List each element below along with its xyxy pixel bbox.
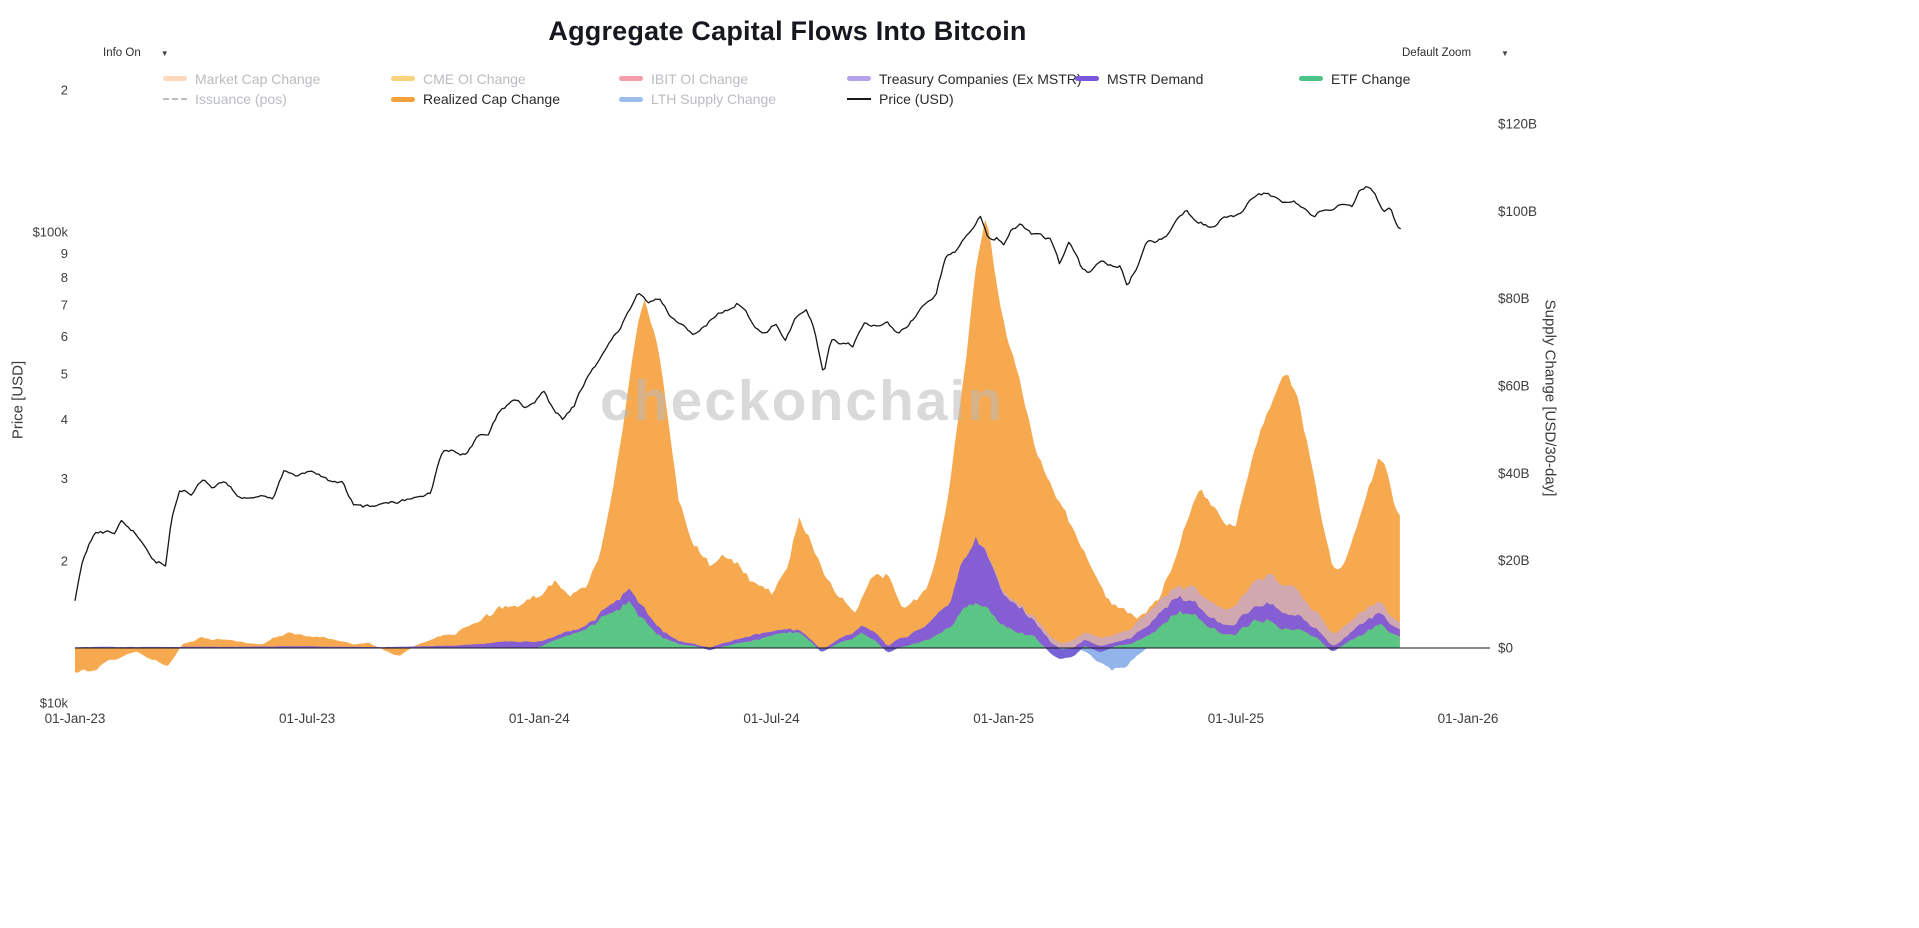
right-axis-tick: $60B [1498, 378, 1530, 393]
legend-swatch-icon [847, 76, 871, 81]
legend-item-market-cap-change[interactable]: Market Cap Change [163, 70, 320, 87]
legend-item-cme-oi-change[interactable]: CME OI Change [391, 70, 526, 87]
chevron-down-icon: ▼ [160, 48, 169, 58]
legend-label: Realized Cap Change [423, 91, 560, 107]
legend-item-mstr-demand[interactable]: MSTR Demand [1075, 70, 1203, 87]
right-axis-tick: $100B [1498, 204, 1537, 219]
chevron-down-icon: ▼ [1501, 48, 1509, 58]
legend-item-price-usd[interactable]: Price (USD) [847, 91, 954, 108]
left-axis-tick: 8 [61, 270, 68, 285]
x-axis-tick: 01-Jan-26 [1438, 711, 1499, 726]
left-axis-tick: 5 [61, 366, 68, 381]
legend-label: CME OI Change [423, 70, 526, 87]
right-axis-tick: $120B [1498, 116, 1537, 131]
info-toggle-dropdown[interactable]: Info On ▼ [103, 47, 169, 59]
zoom-preset-dropdown[interactable]: Default Zoom ▼ [1402, 47, 1509, 59]
legend-item-ibit-oi-change[interactable]: IBIT OI Change [619, 70, 748, 87]
zoom-preset-label: Default Zoom [1402, 47, 1472, 59]
right-axis-tick: $0 [1498, 641, 1513, 656]
right-axis-tick: $80B [1498, 291, 1530, 306]
left-axis-tick: $100k [33, 225, 69, 240]
legend-swatch-icon [619, 96, 643, 102]
chart-title: Aggregate Capital Flows Into Bitcoin [548, 16, 1027, 46]
right-axis-tick: $20B [1498, 553, 1530, 568]
x-axis-tick: 01-Jan-23 [45, 711, 106, 726]
legend-label: Price (USD) [879, 91, 954, 107]
left-axis-tick: 9 [61, 246, 68, 261]
left-axis-tick: $10k [40, 696, 69, 711]
left-axis-tick: 2 [61, 83, 68, 98]
legend-item-lth-supply-change[interactable]: LTH Supply Change [619, 91, 776, 108]
legend-item-realized-cap-change[interactable]: Realized Cap Change [391, 91, 560, 108]
legend-label: LTH Supply Change [651, 91, 777, 107]
legend-swatch-icon [391, 76, 415, 81]
realized-cap-change-area [75, 219, 1400, 673]
legend-swatch-icon [1075, 76, 1099, 81]
x-axis-tick: 01-Jul-23 [279, 711, 335, 726]
x-axis-tick: 01-Jan-25 [973, 711, 1034, 726]
left-axis-tick: 4 [61, 412, 68, 427]
legend-swatch-icon [1299, 76, 1323, 81]
lth-supply-change-area [75, 648, 1400, 671]
left-axis-tick: 3 [61, 471, 68, 486]
legend-swatch-icon [391, 96, 415, 102]
legend-label: Market Cap Change [195, 70, 321, 87]
x-axis-tick: 01-Jan-24 [509, 711, 570, 726]
legend-label: Treasury Companies (Ex MSTR) [879, 70, 1082, 87]
legend-swatch-icon [163, 76, 187, 81]
left-axis-tick: 2 [61, 554, 68, 569]
left-axis-tick: 7 [61, 297, 68, 312]
legend-item-etf-change[interactable]: ETF Change [1299, 70, 1410, 87]
legend-label: IBIT OI Change [651, 70, 749, 87]
legend-label: ETF Change [1331, 70, 1411, 87]
legend-item-treasury-companies-ex-mstr[interactable]: Treasury Companies (Ex MSTR) [847, 70, 1082, 87]
x-axis-tick: 01-Jul-24 [743, 711, 800, 726]
x-axis-tick: 01-Jul-25 [1208, 711, 1264, 726]
etf-change-area [75, 600, 1400, 659]
right-axis-tick: $40B [1498, 466, 1530, 481]
left-axis-tick: 6 [61, 329, 68, 344]
legend-swatch-icon [619, 76, 643, 81]
legend-label: Issuance (pos) [195, 91, 287, 107]
legend-label: MSTR Demand [1107, 70, 1204, 87]
price-line [74, 186, 1402, 601]
legend-swatch-icon [163, 98, 187, 100]
legend-swatch-icon [847, 98, 871, 100]
legend-item-issuance-pos[interactable]: Issuance (pos) [163, 91, 287, 108]
info-toggle-label: Info On [103, 47, 141, 59]
